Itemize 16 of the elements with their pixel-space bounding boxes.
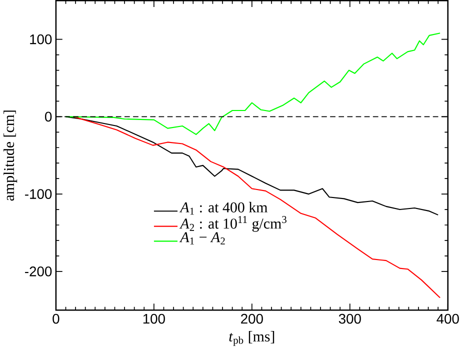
- y-tick-label: 100: [30, 34, 52, 44]
- x-tick-label: 0: [52, 314, 60, 324]
- legend-label: A$_{1}$ − A$_{2}$: [179, 232, 225, 244]
- y-tick-label: -200: [25, 266, 52, 276]
- x-tick-label: 100: [143, 314, 165, 324]
- legend-label: A$_{1}$ : at 400 km: [179, 202, 268, 214]
- line-series: [65, 32, 441, 135]
- y-tick-label: 0: [45, 112, 52, 122]
- x-tick-label: 300: [338, 314, 361, 324]
- y-axis-title: amplitude [cm]: [4, 110, 18, 200]
- x-axis-title: t$_{pb}$ [ms]: [229, 330, 274, 346]
- x-tick-label: 200: [241, 314, 263, 324]
- line-series: [73, 116, 441, 298]
- x-tick-label: 400: [436, 314, 459, 324]
- y-tick-label: -100: [25, 188, 52, 199]
- legend-label: A$_{2}$ : at 10$^{11}$ g/cm$^{3}$: [179, 216, 286, 232]
